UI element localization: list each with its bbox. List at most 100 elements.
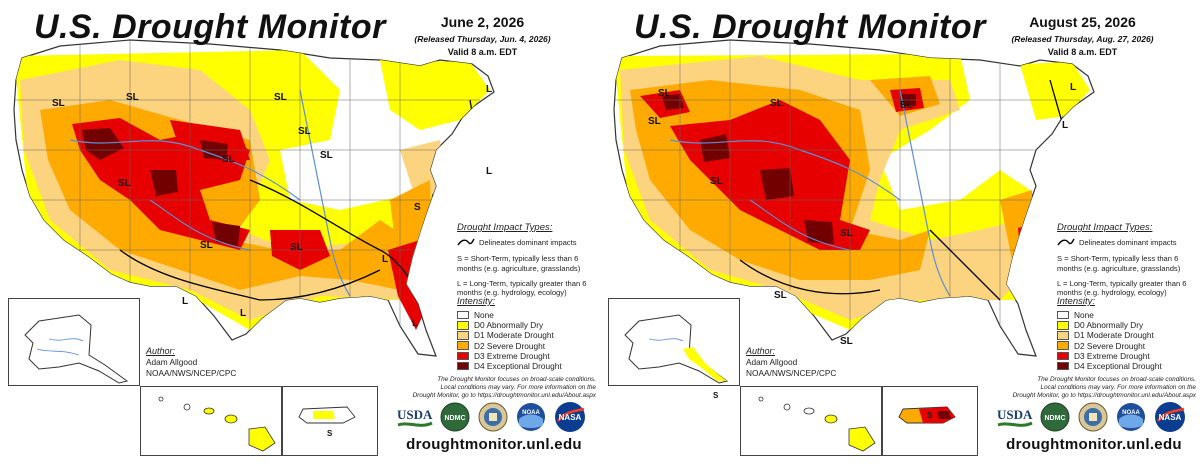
- author-title: Author:: [746, 346, 776, 356]
- author-block: Author: Adam Allgood NOAA/NWS/NCEP/CPC: [746, 346, 836, 378]
- d1-area-midatlantic: [400, 140, 444, 200]
- disclaimer-line: Drought Monitor, go to https://droughtmo…: [412, 392, 596, 399]
- inset-label: S: [927, 411, 933, 420]
- intensity-legend: Intensity: None D0 Abnormally Dry D1 Mod…: [1057, 296, 1197, 371]
- swatch-d2: [1057, 341, 1069, 350]
- noaa-logo: NOAA: [517, 403, 545, 431]
- legend-label: D0 Abnormally Dry: [1074, 320, 1144, 331]
- commerce-seal-logo: [1078, 402, 1108, 432]
- legend-row-d1: D1 Moderate Drought: [1057, 330, 1197, 340]
- map-label: SL: [290, 242, 303, 253]
- website-url[interactable]: droughtmonitor.unl.edu: [1006, 436, 1182, 453]
- date-block: August 25, 2026 (Released Thursday, Aug.…: [995, 14, 1170, 57]
- alaska-inset: S: [608, 298, 740, 400]
- legend-label: D2 Severe Drought: [1074, 340, 1146, 351]
- valid-time: Valid 8 a.m. EDT: [447, 47, 518, 57]
- drought-map-panel-august: SL SL SL SL SL SL SL SL L L U.S. Drought…: [600, 0, 1200, 464]
- noaa-logo: NOAA: [1117, 403, 1145, 431]
- legend-row-none: None: [457, 310, 597, 320]
- d4-area-oregon: [662, 94, 684, 110]
- puerto-rico-map: [298, 406, 356, 424]
- alaska-inset: [8, 298, 140, 386]
- swatch-d4: [457, 361, 469, 371]
- d4-area-newmexico: [212, 222, 240, 246]
- impact-long-term: L = Long-Term, typically greater than 6 …: [457, 278, 587, 297]
- map-label: SL: [770, 98, 783, 109]
- swatch-d4: [1057, 361, 1069, 371]
- d4-area-utah: [150, 170, 178, 196]
- legend-row-d0: D0 Abnormally Dry: [457, 320, 597, 330]
- author-title: Author:: [146, 346, 176, 356]
- puerto-rico-map: [898, 406, 956, 424]
- svg-text:USDA: USDA: [397, 407, 433, 422]
- impact-labels: SL SL SL SL SL SL SL SL L L: [648, 82, 1076, 347]
- impact-delineate-row: Delineates dominant impacts: [457, 237, 597, 247]
- map-label: SL: [658, 88, 671, 99]
- river-line: [149, 199, 251, 251]
- map-date: June 2, 2026: [440, 14, 525, 30]
- legend-label: D3 Extreme Drought: [1074, 350, 1150, 361]
- swatch-none: [1057, 310, 1069, 320]
- usda-logo: USDA: [397, 407, 433, 427]
- website-url[interactable]: droughtmonitor.unl.edu: [406, 436, 582, 453]
- intensity-title: Intensity:: [457, 296, 496, 307]
- conus-drought-map: SL SL SL SL SL SL SL SL L L: [613, 39, 1095, 357]
- author-org: NOAA/NWS/NCEP/CPC: [146, 367, 237, 378]
- legend-label: D2 Severe Drought: [474, 340, 546, 351]
- impact-delineate-text: Delineates dominant impacts: [479, 237, 577, 247]
- disclaimer-line: The Drought Monitor focuses on broad-sca…: [1037, 376, 1196, 383]
- puerto-rico-inset: S: [282, 386, 378, 456]
- map-label: L: [382, 254, 388, 265]
- map-label: S: [414, 202, 421, 213]
- legend-row-d3: D3 Extreme Drought: [1057, 351, 1197, 361]
- map-label: SL: [774, 290, 787, 301]
- swatch-none: [457, 310, 469, 320]
- svg-text:NOAA: NOAA: [1122, 410, 1140, 416]
- svg-text:NOAA: NOAA: [522, 410, 540, 416]
- impact-short-term: S = Short-Term, typically less than 6 mo…: [1057, 254, 1181, 273]
- map-label: SL: [840, 336, 853, 347]
- map-label: L: [1062, 120, 1068, 131]
- disclaimer-line: Drought Monitor, go to https://droughtmo…: [1012, 392, 1196, 399]
- intensity-title: Intensity:: [1057, 296, 1096, 307]
- disclaimer: The Drought Monitor focuses on broad-sca…: [982, 376, 1196, 400]
- partner-logos: USDA NDMC NOAA NASA: [394, 401, 594, 433]
- legend-label: D3 Extreme Drought: [474, 350, 550, 361]
- hawaii-inset: [140, 386, 282, 456]
- author-block: Author: Adam Allgood NOAA/NWS/NCEP/CPC: [146, 346, 236, 378]
- map-label: SL: [200, 240, 213, 251]
- map-title: U.S. Drought Monitor: [34, 8, 386, 46]
- impact-legend: Drought Impact Types: Delineates dominan…: [457, 222, 597, 303]
- legend-row-d2: D2 Severe Drought: [1057, 341, 1197, 351]
- map-label: SL: [298, 126, 311, 137]
- conus-drought-map: SL SL SL SL SL SL SL SL SL S L L L L L L: [13, 39, 495, 357]
- map-label: SL: [52, 98, 65, 109]
- nasa-logo: NASA: [1155, 402, 1185, 432]
- d4-area-oregon: [82, 128, 124, 160]
- impact-legend-title: Drought Impact Types:: [1057, 222, 1153, 233]
- nasa-logo: NASA: [555, 402, 585, 432]
- legend-label: None: [474, 310, 494, 321]
- valid-time: Valid 8 a.m. EDT: [1047, 47, 1118, 57]
- alaska-map: [24, 314, 129, 384]
- svg-text:NDMC: NDMC: [445, 415, 466, 422]
- ndmc-logo: NDMC: [1040, 402, 1070, 432]
- map-label: SL: [274, 92, 287, 103]
- legend-row-d4: D4 Exceptional Drought: [1057, 361, 1197, 371]
- impact-delineate-row: Delineates dominant impacts: [1057, 237, 1197, 247]
- legend-label: None: [1074, 310, 1094, 321]
- inset-label: S: [713, 391, 719, 400]
- swatch-d3: [457, 351, 469, 361]
- state-boundaries: [14, 40, 480, 330]
- legend-row-d1: D1 Moderate Drought: [457, 330, 597, 340]
- river-line: [899, 89, 951, 297]
- map-label: SL: [900, 100, 913, 111]
- legend-label: D4 Exceptional Drought: [474, 361, 562, 372]
- swatch-d0: [1057, 321, 1069, 330]
- map-label: SL: [710, 176, 723, 187]
- puerto-rico-inset: S: [882, 386, 978, 456]
- author-name: Adam Allgood: [146, 357, 198, 368]
- hawaii-map: [758, 396, 876, 452]
- map-label: SL: [648, 116, 661, 127]
- map-label: SL: [118, 178, 131, 189]
